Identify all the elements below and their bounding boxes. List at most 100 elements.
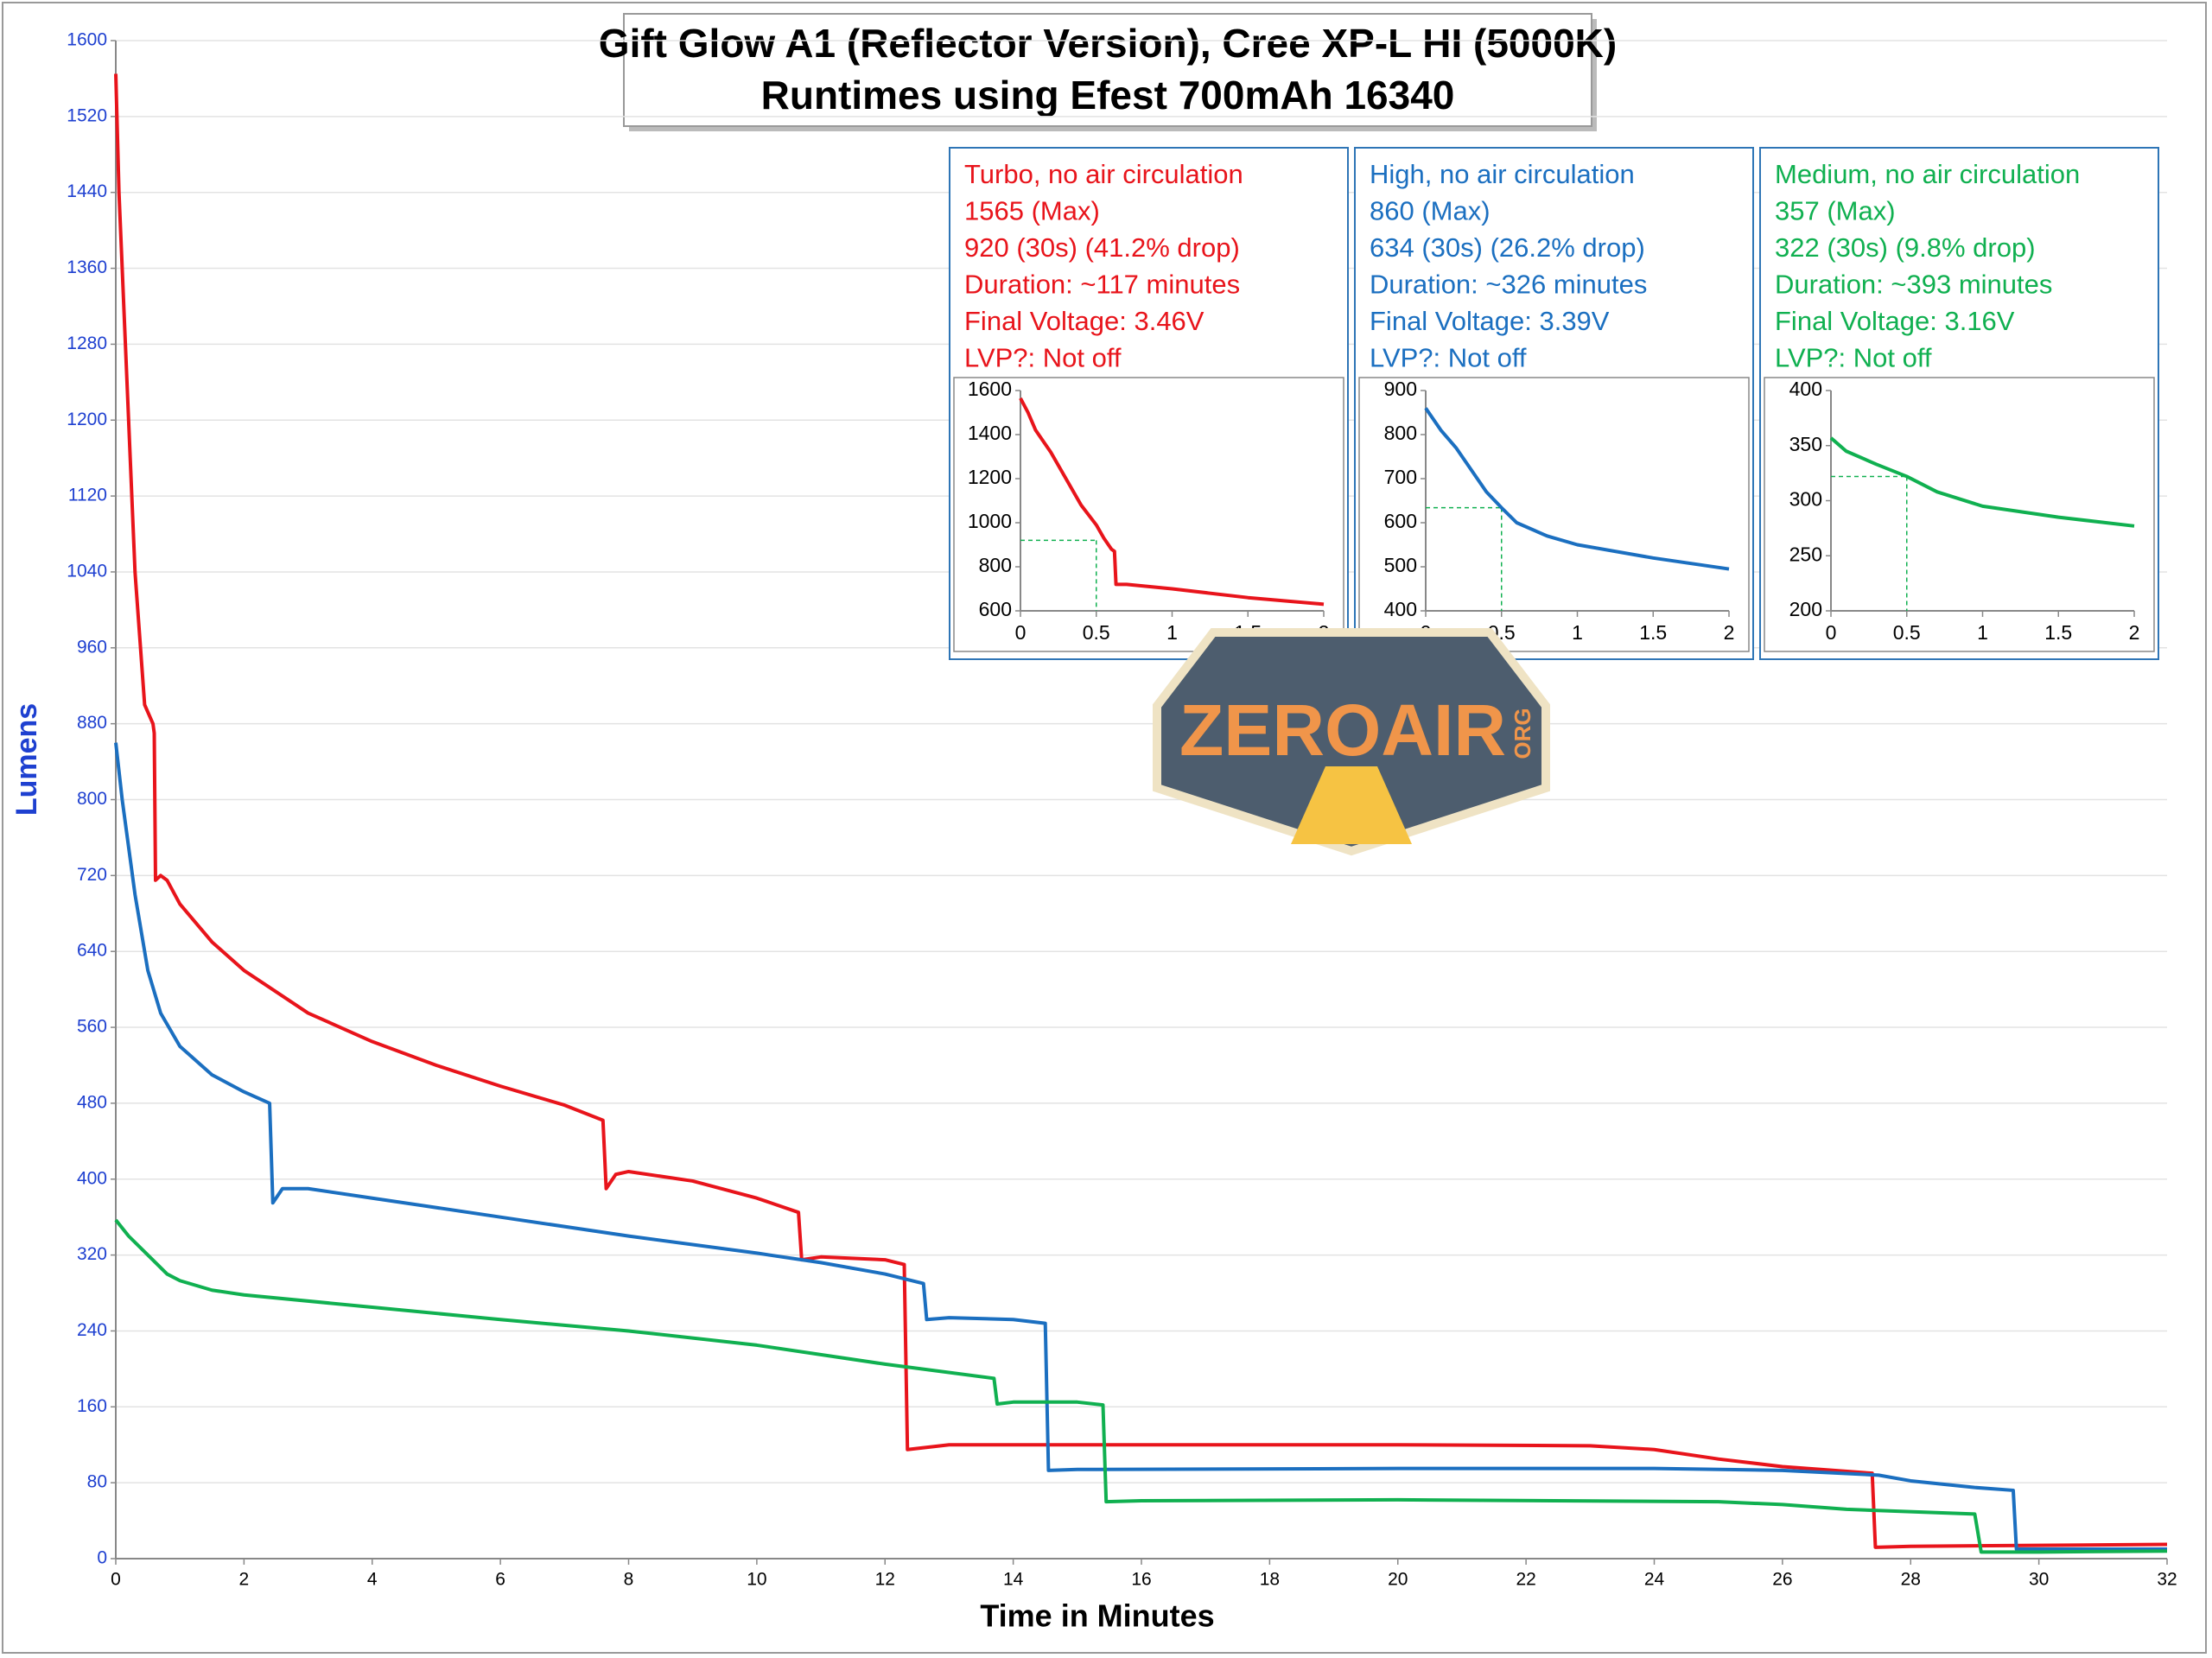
y-tick-label: 800 [1384, 422, 1417, 444]
y-tick-label: 1360 [67, 257, 107, 277]
annotation: 322 (30s) (9.8% drop) [1775, 232, 2036, 263]
chart-subtitle: Runtimes using Efest 700mAh 16340 [761, 73, 1455, 118]
annotation: Final Voltage: 3.16V [1775, 306, 2015, 336]
y-tick-label: 1520 [67, 105, 107, 125]
annotation: Final Voltage: 3.46V [964, 306, 1205, 336]
y-tick-label: 350 [1789, 433, 1822, 455]
y-tick-label: 200 [1789, 598, 1822, 620]
x-tick-label: 18 [1260, 1570, 1280, 1590]
series-line [114, 73, 2168, 1549]
y-tick-label: 560 [77, 1017, 107, 1037]
x-tick-label: 1.5 [2044, 621, 2072, 644]
x-tick-label: 1 [1572, 621, 1583, 644]
annotation: 634 (30s) (26.2% drop) [1370, 232, 1645, 263]
x-tick-label: 0 [1015, 621, 1027, 644]
x-tick-label: 1.5 [1639, 621, 1667, 644]
y-tick-label: 1280 [67, 334, 107, 353]
x-tick-label: 20 [1388, 1570, 1408, 1590]
inset-frame [1764, 377, 2155, 652]
annotation: High, no air circulation [1370, 159, 1635, 189]
y-tick-label: 1040 [67, 561, 107, 581]
annotation: 860 (Max) [1370, 196, 1491, 226]
y-tick-label: 1440 [67, 181, 107, 201]
y-tick-label: 480 [77, 1092, 107, 1112]
series-line [114, 1218, 2168, 1554]
y-tick-label: 1200 [67, 410, 107, 429]
y-tick-label: 400 [1789, 378, 1822, 400]
logo-hexagon [1153, 628, 1550, 856]
y-tick-label: 500 [1384, 554, 1417, 576]
x-tick-label: 4 [367, 1570, 378, 1590]
y-tick-label: 300 [1789, 488, 1822, 511]
x-tick-label: 1 [1977, 621, 1988, 644]
y-tick-label: 600 [979, 598, 1012, 620]
x-tick-label: 6 [495, 1570, 505, 1590]
x-tick-label: 16 [1131, 1570, 1151, 1590]
series-line [1019, 397, 1325, 607]
y-tick-label: 160 [77, 1396, 107, 1416]
y-tick-label: 400 [77, 1168, 107, 1188]
series-line [114, 742, 2167, 1552]
x-tick-label: 2 [239, 1570, 250, 1590]
annotation: LVP?: Not off [1775, 343, 1932, 373]
y-tick-label: 1600 [67, 30, 107, 50]
annotation: Duration: ~117 minutes [964, 270, 1240, 300]
annotation: Final Voltage: 3.39V [1370, 306, 1610, 336]
y-tick-label: 700 [1384, 466, 1417, 488]
x-tick-label: 24 [1644, 1570, 1665, 1590]
x-tick-label: 22 [1516, 1570, 1535, 1590]
y-tick-label: 800 [77, 789, 107, 809]
x-tick-label: 10 [747, 1570, 766, 1590]
series-line [1424, 407, 1730, 571]
annotation: Duration: ~326 minutes [1370, 270, 1647, 300]
y-tick-label: 400 [1384, 598, 1417, 620]
y-tick-label: 880 [77, 713, 107, 733]
y-tick-label: 240 [77, 1320, 107, 1340]
series-line [1829, 436, 2135, 528]
annotation: Medium, no air circulation [1775, 159, 2080, 189]
annotation: 357 (Max) [1775, 196, 1896, 226]
logo-suffix: ORG [1510, 708, 1535, 759]
y-tick-label: 640 [77, 941, 107, 961]
x-tick-label: 32 [2157, 1570, 2177, 1590]
y-tick-label: 1120 [68, 486, 107, 505]
chart-title: Gift Glow A1 (Reflector Version), Cree X… [599, 21, 1617, 66]
x-tick-label: 26 [1772, 1570, 1792, 1590]
y-tick-label: 720 [77, 865, 107, 885]
annotation: LVP?: Not off [964, 343, 1122, 373]
logo-road [1291, 766, 1412, 844]
x-tick-label: 1 [1166, 621, 1178, 644]
y-axis-label: Lumens [10, 703, 43, 816]
y-tick-label: 0 [97, 1548, 107, 1568]
y-tick-label: 250 [1789, 543, 1822, 565]
y-tick-label: 900 [1384, 378, 1417, 400]
inset-frame [953, 377, 1344, 652]
y-tick-label: 1200 [968, 466, 1012, 488]
title-box [623, 13, 1592, 127]
logo: ZEROAIR ORG [1153, 628, 1550, 856]
y-tick-label: 80 [87, 1472, 107, 1492]
x-tick-label: 0.5 [1083, 621, 1110, 644]
x-tick-label: 30 [2029, 1570, 2049, 1590]
y-tick-label: 1000 [968, 510, 1012, 532]
y-tick-label: 1400 [968, 422, 1012, 444]
x-tick-label: 2 [2129, 621, 2140, 644]
y-tick-label: 960 [77, 637, 107, 657]
x-tick-label: 12 [875, 1570, 895, 1590]
y-tick-label: 600 [1384, 510, 1417, 532]
y-tick-label: 1600 [968, 378, 1012, 400]
x-tick-label: 14 [1003, 1570, 1024, 1590]
y-tick-label: 800 [979, 554, 1012, 576]
x-tick-label: 2 [1724, 621, 1735, 644]
annotation: Turbo, no air circulation [964, 159, 1243, 189]
x-tick-label: 8 [624, 1570, 634, 1590]
inset-frame [1358, 377, 1750, 652]
x-tick-label: 0 [1826, 621, 1837, 644]
x-tick-label: 0 [111, 1570, 121, 1590]
x-tick-label: 28 [1901, 1570, 1921, 1590]
annotation: Duration: ~393 minutes [1775, 270, 2052, 300]
annotation: LVP?: Not off [1370, 343, 1527, 373]
annotation: 920 (30s) (41.2% drop) [964, 232, 1240, 263]
